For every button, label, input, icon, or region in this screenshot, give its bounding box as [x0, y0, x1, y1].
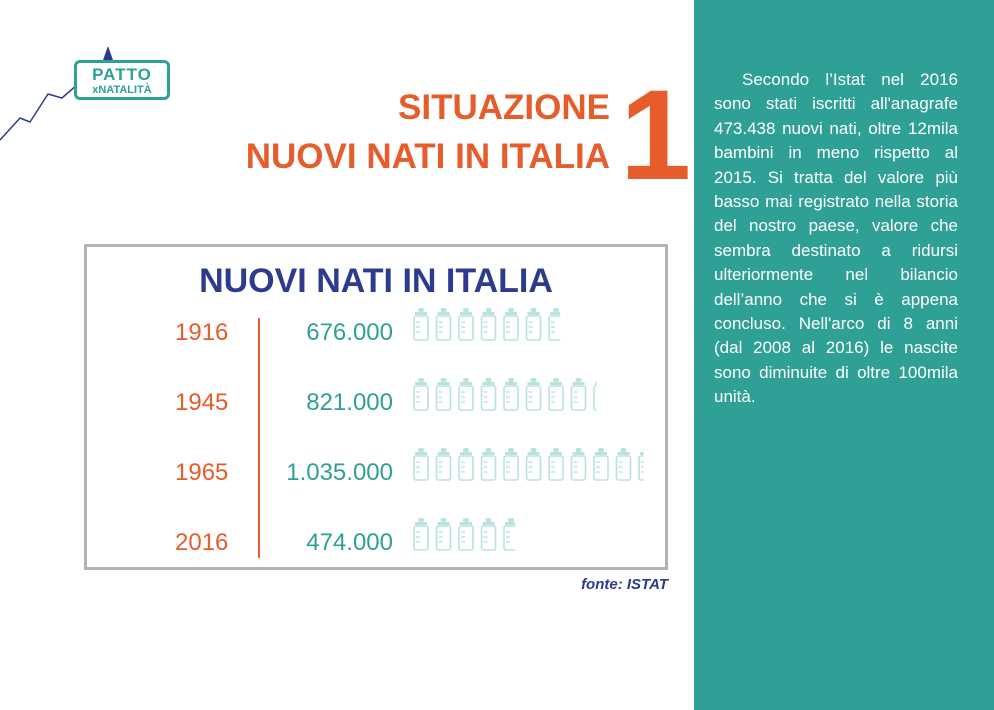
baby-bottle-icon: [548, 378, 564, 411]
baby-bottle-icon: [458, 378, 474, 411]
baby-bottle-icon: [548, 448, 564, 481]
description-text: Secondo l’Istat nel 2016 sono stati iscr…: [714, 70, 958, 407]
bottle-row: [413, 518, 515, 551]
year-label: 1945: [175, 389, 228, 416]
baby-bottle-icon: [480, 518, 497, 551]
baby-bottle-icon: [413, 308, 429, 341]
baby-bottle-icon: [435, 518, 452, 551]
logo: PATTO xNATALITÀ: [74, 60, 170, 100]
logo-line1: PATTO: [92, 65, 152, 84]
chart-divider: [258, 318, 260, 558]
value-label: 676.000: [306, 319, 393, 346]
value-label: 821.000: [306, 389, 393, 416]
baby-bottle-icon: [503, 448, 519, 481]
year-label: 1965: [175, 459, 228, 486]
baby-bottle-icon: [525, 308, 542, 341]
baby-bottle-icon: [593, 382, 597, 411]
chart-title: NUOVI NATI IN ITALIA: [199, 262, 553, 300]
baby-bottle-icon: [480, 308, 497, 341]
baby-bottle-icon: [548, 308, 561, 341]
baby-bottle-icon: [480, 448, 497, 481]
value-label: 1.035.000: [286, 459, 393, 486]
heading-line1: SITUAZIONE: [398, 88, 610, 127]
baby-bottle-icon: [593, 448, 609, 481]
logo-line2: xNATALITÀ: [92, 84, 152, 96]
baby-bottle-icon: [570, 448, 587, 481]
baby-bottle-icon: [435, 448, 452, 481]
pictogram-chart: 1916 676.000 1945 821.000 1965 1.035.000 2016 4…: [175, 308, 644, 556]
bottle-row: [413, 378, 597, 411]
value-label: 474.000: [306, 529, 393, 556]
baby-bottle-icon: [458, 518, 474, 551]
baby-bottle-icon: [503, 518, 515, 551]
baby-bottle-icon: [458, 448, 474, 481]
bottle-row: [413, 308, 561, 341]
bottle-row: [413, 448, 644, 481]
arrow-head: [103, 46, 113, 60]
baby-bottle-icon: [413, 378, 429, 411]
baby-bottle-icon: [480, 378, 497, 411]
baby-bottle-icon: [413, 518, 429, 551]
year-label: 1916: [175, 319, 228, 346]
baby-bottle-icon: [435, 308, 452, 341]
baby-bottle-icon: [503, 308, 519, 341]
baby-bottle-icon: [615, 448, 632, 481]
year-label: 2016: [175, 529, 228, 556]
source-label: fonte: ISTAT: [581, 576, 668, 593]
baby-bottle-icon: [570, 378, 587, 411]
infographic-panel: PATTO xNATALITÀ SITUAZIONE NUOVI NATI IN…: [0, 46, 727, 593]
baby-bottle-icon: [503, 378, 519, 411]
baby-bottle-icon: [525, 378, 542, 411]
baby-bottle-icon: [435, 378, 452, 411]
baby-bottle-icon: [638, 448, 644, 481]
chart-frame: NUOVI NATI IN ITALIA 1916 676.000 1945 821.…: [84, 244, 668, 570]
baby-bottle-icon: [458, 308, 474, 341]
heading-line2: NUOVI NATI IN ITALIA: [245, 137, 610, 176]
baby-bottle-icon: [525, 448, 542, 481]
description-panel: Secondo l’Istat nel 2016 sono stati iscr…: [694, 0, 994, 710]
baby-bottle-icon: [413, 448, 429, 481]
